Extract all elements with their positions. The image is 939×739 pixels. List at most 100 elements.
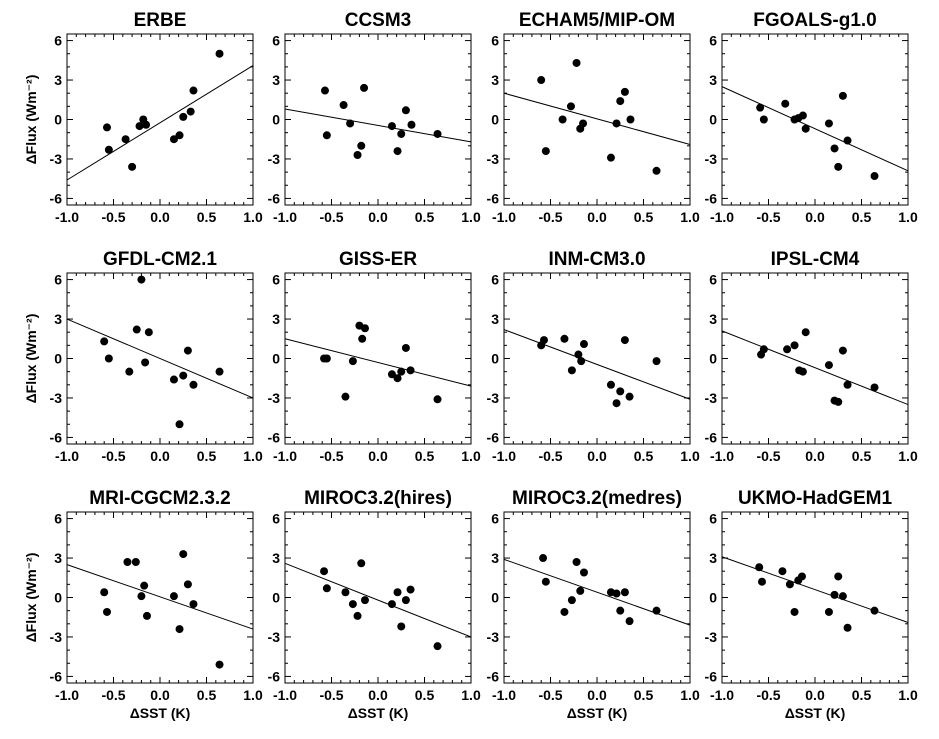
- data-point: [797, 572, 806, 581]
- data-point: [870, 383, 879, 392]
- data-point: [322, 354, 331, 363]
- plot-frame: [284, 33, 472, 206]
- data-point: [567, 366, 576, 375]
- data-point: [801, 328, 810, 337]
- data-point: [798, 111, 807, 120]
- data-point: [756, 103, 765, 112]
- panel: GISS-ER -1.0 -0.5 0.0 0.5 1.0 6 3 0 -3 -6: [268, 249, 481, 464]
- y-tick-label: 3: [709, 550, 717, 566]
- panel-title: MRI-CGCM2.3.2: [89, 488, 230, 509]
- data-point: [183, 580, 192, 589]
- x-tick-label: -1.0: [55, 687, 79, 703]
- y-tick-label: -6: [50, 668, 63, 684]
- data-point: [322, 584, 331, 593]
- regression-line: [721, 556, 909, 623]
- data-point: [348, 600, 357, 609]
- regression-line: [284, 338, 472, 387]
- data-point: [830, 590, 839, 599]
- regression-line: [66, 564, 254, 630]
- data-point: [843, 380, 852, 389]
- y-tick-label: 3: [709, 311, 717, 327]
- data-point: [341, 392, 350, 401]
- y-tick-label: -3: [487, 151, 500, 167]
- y-tick-label: -6: [50, 190, 63, 206]
- data-point: [189, 380, 198, 389]
- data-point: [838, 91, 847, 100]
- x-tick-label: 0.0: [587, 209, 607, 225]
- y-tick-label: -3: [705, 629, 718, 645]
- panel-title: INM-CM3.0: [548, 249, 645, 270]
- data-point: [830, 144, 839, 153]
- data-point: [579, 568, 588, 577]
- data-point: [102, 123, 111, 132]
- data-point: [401, 106, 410, 115]
- y-tick-label: 3: [491, 72, 499, 88]
- x-tick-label: -1.0: [710, 209, 734, 225]
- x-tick-label: -0.5: [319, 448, 343, 464]
- data-point: [838, 592, 847, 601]
- plot-frame: [721, 272, 909, 445]
- data-point: [612, 119, 621, 128]
- y-tick-label: 3: [491, 550, 499, 566]
- y-tick-label: 6: [491, 272, 499, 288]
- x-axis-label: ΔSST (K): [785, 705, 846, 721]
- data-point: [141, 358, 150, 367]
- x-tick-label: -1.0: [492, 448, 516, 464]
- regression-line: [284, 562, 472, 638]
- y-tick-label: 6: [54, 33, 62, 49]
- data-point: [843, 623, 852, 632]
- data-point: [759, 345, 768, 354]
- panel-title: CCSM3: [345, 10, 412, 31]
- y-tick-label: -6: [487, 668, 500, 684]
- data-point: [320, 86, 329, 95]
- data-point: [121, 135, 130, 144]
- data-point: [397, 129, 406, 138]
- y-tick-label: -3: [487, 390, 500, 406]
- data-point: [834, 572, 843, 581]
- y-tick-label: 6: [491, 33, 499, 49]
- plot-frame: [721, 511, 909, 684]
- data-point: [801, 124, 810, 133]
- x-tick-label: -1.0: [492, 209, 516, 225]
- data-point: [339, 101, 348, 110]
- data-point: [652, 166, 661, 175]
- data-point: [215, 660, 224, 669]
- data-point: [320, 567, 329, 576]
- x-tick-label: 0.5: [634, 209, 654, 225]
- data-point: [652, 357, 661, 366]
- x-tick-label: 0.0: [368, 687, 388, 703]
- data-point: [179, 112, 188, 121]
- data-point: [102, 607, 111, 616]
- x-tick-label: 0.5: [197, 448, 217, 464]
- data-point: [393, 147, 402, 156]
- data-point: [834, 397, 843, 406]
- x-tick-label: 0.5: [634, 687, 654, 703]
- data-point: [406, 366, 415, 375]
- data-point: [144, 328, 153, 337]
- y-tick-label: 0: [54, 351, 62, 367]
- panel-title: FGOALS-g1.0: [753, 10, 877, 31]
- panel: ERBE -1.0 -0.5 0.0 0.5 1.0 6 3 0 -3 -6 ΔFlux (Wm⁻²): [23, 10, 263, 225]
- panel-title: GFDL-CM2.1: [103, 249, 217, 270]
- x-tick-label: 0.5: [852, 209, 872, 225]
- plot-frame: [284, 272, 472, 445]
- y-tick-label: 3: [54, 550, 62, 566]
- y-tick-label: -6: [705, 429, 718, 445]
- data-point: [755, 563, 764, 572]
- data-point: [759, 115, 768, 124]
- data-point: [824, 361, 833, 370]
- panel: MIROC3.2(medres) -1.0 -0.5 0.0 0.5 1.0 6 3 0 -3 -6…: [487, 488, 700, 721]
- y-axis-label: ΔFlux (Wm⁻²): [23, 553, 39, 643]
- x-tick-label: -1.0: [710, 448, 734, 464]
- data-point: [572, 557, 581, 566]
- y-tick-label: -3: [50, 151, 63, 167]
- regression-line: [503, 329, 691, 400]
- data-point: [560, 334, 569, 343]
- y-tick-label: -3: [705, 390, 718, 406]
- data-point: [401, 596, 410, 605]
- data-point: [870, 606, 879, 615]
- plot-frame: [721, 33, 909, 206]
- x-tick-label: 0.0: [805, 687, 825, 703]
- data-point: [179, 371, 188, 380]
